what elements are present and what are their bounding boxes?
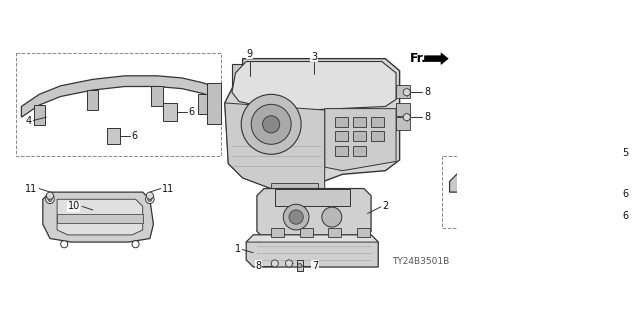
Polygon shape — [232, 61, 396, 110]
Circle shape — [285, 260, 292, 267]
Text: 3: 3 — [311, 52, 317, 61]
Polygon shape — [275, 188, 349, 206]
Text: 9: 9 — [246, 49, 253, 59]
Circle shape — [284, 204, 309, 230]
Polygon shape — [57, 213, 143, 223]
Polygon shape — [328, 228, 341, 237]
Circle shape — [403, 114, 410, 121]
Text: 6: 6 — [622, 211, 628, 221]
Text: 8: 8 — [424, 87, 430, 97]
Text: 8: 8 — [424, 112, 430, 122]
Bar — [371, 117, 384, 127]
Text: Fr.: Fr. — [410, 52, 428, 65]
Polygon shape — [300, 228, 312, 237]
Polygon shape — [246, 235, 378, 242]
Text: 5: 5 — [622, 148, 628, 158]
Polygon shape — [232, 64, 268, 89]
Polygon shape — [246, 235, 378, 267]
Circle shape — [132, 241, 139, 248]
Polygon shape — [396, 85, 410, 98]
Polygon shape — [21, 76, 218, 117]
Circle shape — [289, 210, 303, 224]
Text: TY24B3501B: TY24B3501B — [392, 257, 449, 266]
Text: 7: 7 — [312, 260, 318, 271]
Polygon shape — [225, 59, 399, 188]
Polygon shape — [207, 83, 221, 124]
Circle shape — [45, 195, 54, 204]
Circle shape — [403, 89, 410, 96]
Circle shape — [48, 197, 52, 201]
Bar — [335, 117, 348, 127]
Circle shape — [298, 263, 302, 268]
Polygon shape — [449, 153, 615, 192]
Bar — [353, 117, 366, 127]
Bar — [335, 146, 348, 156]
Polygon shape — [87, 90, 99, 110]
Polygon shape — [33, 105, 45, 125]
Polygon shape — [271, 228, 284, 237]
Circle shape — [262, 116, 280, 133]
Polygon shape — [596, 209, 612, 224]
Polygon shape — [297, 260, 303, 271]
Circle shape — [145, 195, 154, 204]
Circle shape — [241, 94, 301, 154]
Text: 11: 11 — [162, 184, 174, 194]
Circle shape — [147, 192, 154, 199]
Polygon shape — [163, 103, 177, 121]
Polygon shape — [424, 53, 448, 64]
Circle shape — [322, 207, 342, 227]
Circle shape — [46, 192, 54, 199]
Polygon shape — [596, 185, 612, 201]
Bar — [371, 132, 384, 141]
Circle shape — [148, 197, 152, 201]
Polygon shape — [57, 199, 143, 235]
Circle shape — [271, 260, 278, 267]
Circle shape — [251, 104, 291, 144]
Polygon shape — [271, 183, 317, 196]
Bar — [335, 132, 348, 141]
Circle shape — [61, 241, 68, 248]
Text: 6: 6 — [622, 188, 628, 198]
Polygon shape — [198, 94, 209, 114]
Polygon shape — [151, 86, 163, 107]
Text: 1: 1 — [235, 244, 241, 254]
Text: 6: 6 — [131, 131, 138, 141]
Polygon shape — [107, 128, 120, 144]
Text: 11: 11 — [25, 184, 37, 194]
Polygon shape — [257, 188, 371, 238]
Bar — [353, 132, 366, 141]
Polygon shape — [324, 108, 396, 171]
Polygon shape — [225, 103, 324, 188]
Polygon shape — [357, 228, 370, 237]
Text: 8: 8 — [255, 260, 261, 271]
Polygon shape — [396, 103, 410, 116]
Polygon shape — [43, 192, 154, 242]
Text: 6: 6 — [188, 107, 195, 117]
Text: 10: 10 — [68, 201, 80, 212]
Text: 4: 4 — [26, 116, 32, 126]
Bar — [353, 146, 366, 156]
Polygon shape — [396, 117, 410, 130]
Text: 2: 2 — [382, 201, 388, 212]
